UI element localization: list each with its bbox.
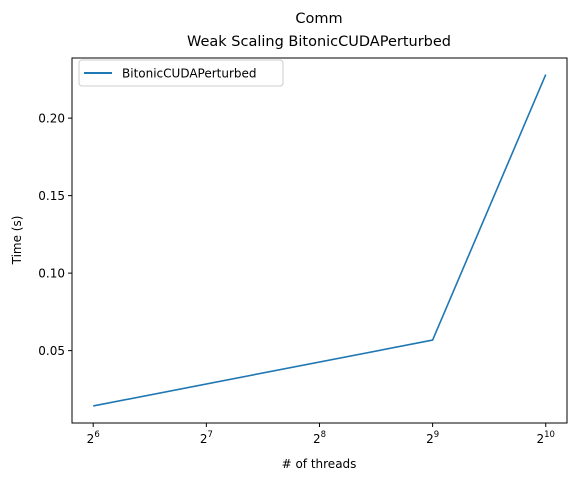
- x-axis: 26 27 28 29 210: [87, 423, 555, 446]
- y-tick-label-1: 0.10: [38, 267, 65, 281]
- x-tick-label-1: 27: [200, 430, 213, 446]
- x-tick-label-0: 26: [87, 430, 100, 446]
- y-tick-label-0: 0.05: [38, 344, 65, 358]
- chart-title: Comm: [295, 11, 342, 27]
- y-tick-label-3: 0.20: [38, 112, 65, 126]
- chart-subtitle: Weak Scaling BitonicCUDAPerturbed: [187, 34, 451, 50]
- series-layer: [93, 74, 547, 407]
- x-tick-label-2: 28: [313, 430, 326, 446]
- legend-label: BitonicCUDAPerturbed: [122, 67, 257, 81]
- y-axis: 0.05 0.10 0.15 0.20: [38, 112, 72, 358]
- y-axis-label: Time (s): [10, 216, 24, 266]
- y-tick-label-2: 0.15: [38, 189, 65, 203]
- series-line-0: [93, 74, 547, 407]
- x-axis-label: # of threads: [282, 457, 357, 471]
- x-tick-label-3: 29: [426, 430, 439, 446]
- x-tick-label-4: 210: [537, 430, 555, 446]
- legend-box: [78, 59, 284, 87]
- legend: BitonicCUDAPerturbed: [78, 59, 284, 87]
